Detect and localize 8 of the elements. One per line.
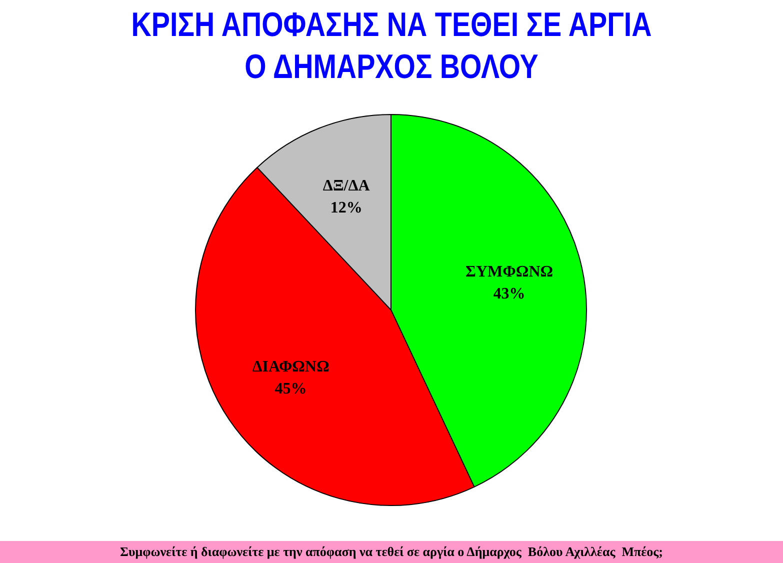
slice-label: ΣΥΜΦΩΝΩ — [466, 264, 554, 281]
slice-label: ΔΙΑΦΩΝΩ — [252, 358, 330, 376]
data-label: 12% — [330, 199, 362, 216]
chart-title: ΚΡΙΣΗ ΑΠΟΦΑΣΗΣ ΝΑ ΤΕΘΕΙ ΣΕ ΑΡΓΙΑ Ο ΔΗΜΑΡΧΟΣ ΒΟΛΟΥ — [130, 5, 653, 88]
data-label: 43% — [493, 286, 526, 303]
text: Συμφωνείτε ή διαφωνείτε με την απόφαση να τεθεί σε αργία ο Δήμαρχος Βόλου Αχιλλέας Μπέος; — [0, 541, 783, 563]
data-label: 45% — [274, 380, 307, 398]
slice-label: ΔΞ/ΔΑ — [322, 177, 370, 194]
